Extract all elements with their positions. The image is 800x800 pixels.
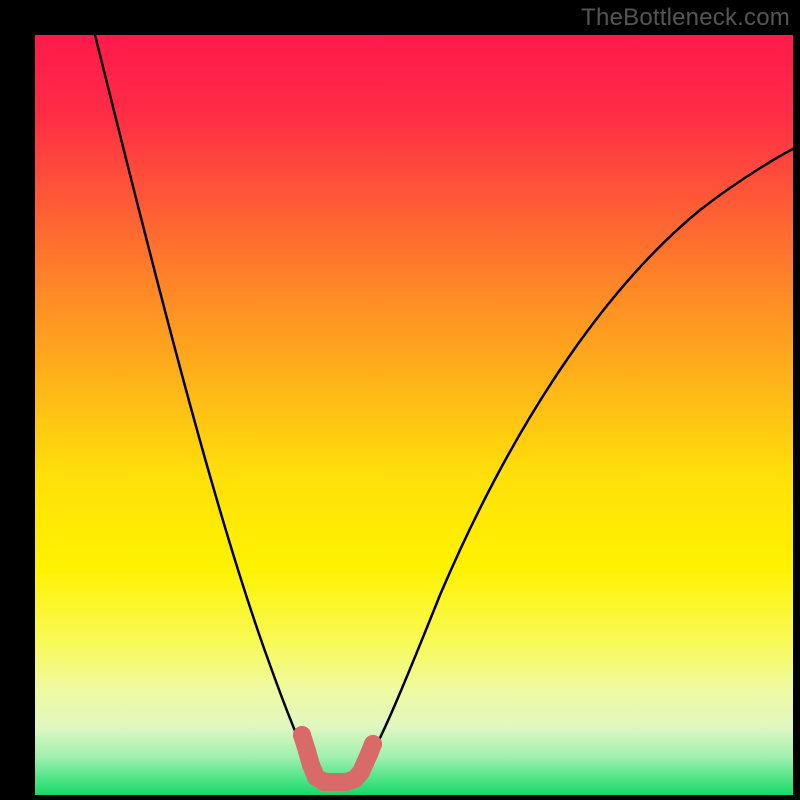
watermark-text: TheBottleneck.com <box>581 4 790 32</box>
chart-frame: TheBottleneck.com <box>0 0 800 800</box>
plot-area <box>35 35 793 795</box>
marker-point <box>364 735 382 753</box>
bottleneck-curve <box>95 35 793 782</box>
chart-svg-layer <box>35 35 793 795</box>
marker-group <box>293 726 382 791</box>
marker-point <box>293 726 311 744</box>
